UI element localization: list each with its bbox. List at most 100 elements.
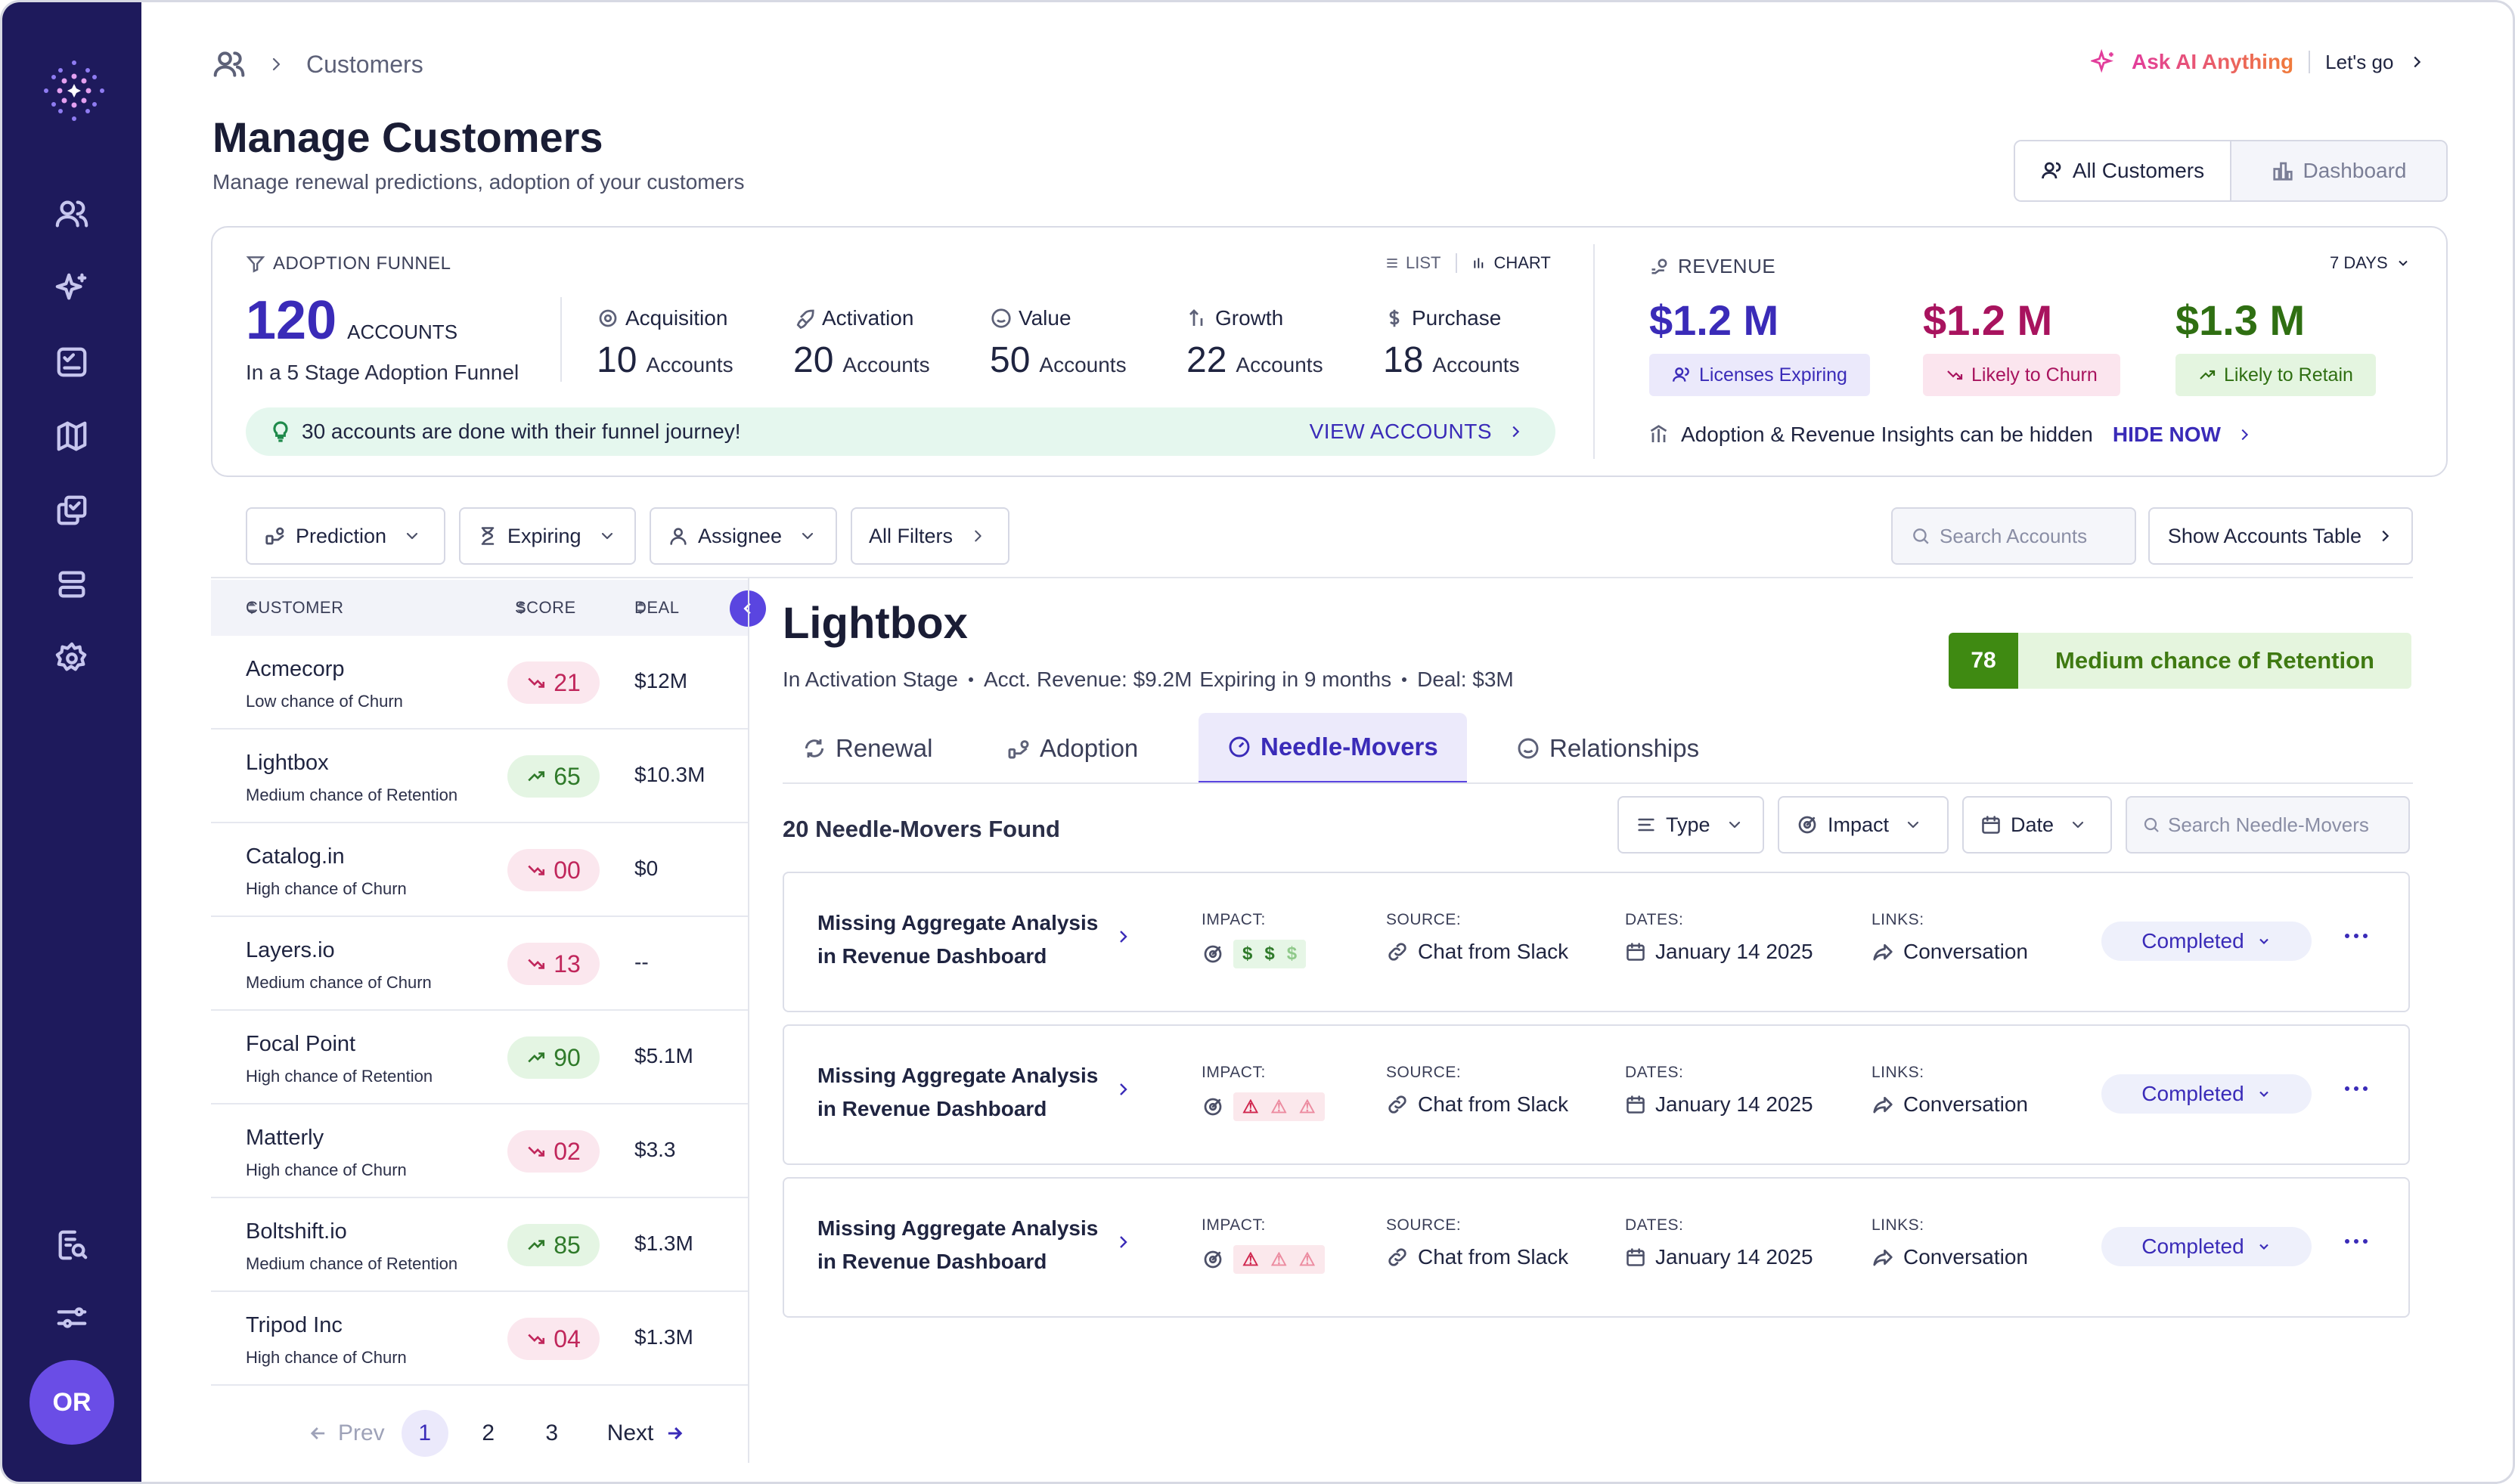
status-dropdown[interactable]: Completed: [2101, 1227, 2312, 1266]
period-select[interactable]: 7 DAYS: [2330, 253, 2411, 273]
score-column-header[interactable]: SCORE: [515, 598, 575, 617]
impact-label: IMPACT:: [1202, 911, 1266, 928]
tab-renewal[interactable]: Renewal: [802, 713, 932, 784]
chevron-right-icon: [1512, 426, 1520, 438]
link-value[interactable]: Conversation: [1872, 940, 2028, 964]
customer-row[interactable]: Tripod Inc High chance of Churn 04 $1.3M: [211, 1292, 748, 1386]
page-2-button[interactable]: 2: [482, 1420, 495, 1445]
expiring-filter[interactable]: Expiring: [459, 507, 636, 565]
more-options-icon[interactable]: [2345, 1239, 2368, 1244]
refresh-icon: [805, 739, 824, 757]
prediction-filter[interactable]: Prediction: [246, 507, 445, 565]
impact-label: IMPACT:: [1202, 1216, 1266, 1234]
impact-filter[interactable]: Impact: [1778, 796, 1949, 854]
more-options-icon[interactable]: [2345, 934, 2368, 938]
ask-ai-label[interactable]: Ask AI Anything: [2132, 50, 2294, 73]
chart-label: CHART: [1493, 253, 1551, 272]
needle-mover-card[interactable]: Missing Aggregate Analysis in Revenue Da…: [783, 872, 2410, 1012]
customer-row[interactable]: Lightbox Medium chance of Retention 65 $…: [211, 730, 748, 823]
card-title[interactable]: Missing Aggregate Analysis in Revenue Da…: [817, 1064, 1099, 1120]
settings-icon[interactable]: [52, 639, 91, 678]
chevron-right-icon[interactable]: [1114, 1233, 1132, 1251]
dashboard-button[interactable]: Dashboard: [2231, 141, 2446, 200]
type-filter[interactable]: Type: [1617, 796, 1764, 854]
status-dropdown[interactable]: Completed: [2101, 1074, 2312, 1114]
card-title[interactable]: Missing Aggregate Analysis in Revenue Da…: [817, 1216, 1099, 1273]
hide-now-link[interactable]: HIDE NOW: [2113, 423, 2253, 447]
trend-up-icon: [528, 1240, 545, 1250]
tabs-divider: [783, 782, 2413, 784]
customer-row[interactable]: Layers.io Medium chance of Churn 13 --: [211, 917, 748, 1011]
app-logo[interactable]: [40, 57, 108, 125]
impact-value: $ $ $: [1202, 940, 1307, 968]
customers-icon[interactable]: [52, 194, 91, 234]
revenue-churn[interactable]: $1.2 M Likely to Churn: [1923, 296, 2120, 396]
reports-icon[interactable]: [52, 342, 91, 382]
stage-acquisition[interactable]: Acquisition 10 Accounts: [597, 306, 733, 381]
customers-icon[interactable]: [212, 48, 246, 81]
map-icon[interactable]: [52, 417, 91, 456]
customer-row[interactable]: Focal Point High chance of Retention 90 …: [211, 1011, 748, 1104]
deal-column-header[interactable]: DEAL: [634, 598, 679, 617]
tasks-icon[interactable]: [52, 491, 91, 530]
page-1-button[interactable]: 1: [401, 1410, 448, 1457]
lets-go-link[interactable]: Let's go: [2325, 50, 2394, 73]
customer-row[interactable]: Acmecorp Low chance of Churn 21 $12M: [211, 636, 748, 730]
customer-status: Medium chance of Churn: [246, 973, 432, 992]
chevron-down-icon: [2398, 260, 2408, 266]
card-title[interactable]: Missing Aggregate Analysis in Revenue Da…: [817, 911, 1099, 968]
chevron-right-icon[interactable]: [1114, 1080, 1132, 1098]
date-filter[interactable]: Date: [1962, 796, 2112, 854]
chevron-right-icon[interactable]: [1114, 928, 1132, 946]
next-page-button[interactable]: Next: [607, 1420, 686, 1446]
all-filters-button[interactable]: All Filters: [851, 507, 1009, 565]
impact-risk-rating: ⚠ ⚠ ⚠: [1233, 1245, 1325, 1274]
customer-row[interactable]: Boltshift.io Medium chance of Retention …: [211, 1198, 748, 1292]
ask-ai[interactable]: Ask AI Anything Let's go: [2091, 49, 2425, 75]
search-doc-icon[interactable]: [52, 1225, 91, 1265]
stage-purchase[interactable]: Purchase 18 Accounts: [1383, 306, 1520, 381]
search-accounts-input[interactable]: Search Accounts: [1891, 507, 2136, 565]
more-options-icon[interactable]: [2345, 1086, 2368, 1091]
stage-growth[interactable]: Growth 22 Accounts: [1186, 306, 1323, 381]
trend-down-icon: [528, 959, 545, 969]
show-accounts-table-button[interactable]: Show Accounts Table: [2148, 507, 2413, 565]
chevron-right-icon: [975, 530, 982, 542]
revenue-retain[interactable]: $1.3 M Likely to Retain: [2175, 296, 2376, 396]
ai-sparkle-icon[interactable]: [52, 268, 91, 308]
tab-needle-movers[interactable]: Needle-Movers: [1199, 713, 1467, 784]
prev-page-button[interactable]: Prev: [308, 1420, 385, 1446]
chart-toggle[interactable]: CHART: [1472, 253, 1551, 273]
revenue-amount: $1.2 M: [1923, 296, 2053, 344]
stage-value[interactable]: Value 50 Accounts: [990, 306, 1127, 381]
all-customers-button[interactable]: All Customers: [2015, 141, 2231, 200]
customer-row[interactable]: Catalog.in High chance of Churn 00 $0: [211, 823, 748, 917]
stack-icon[interactable]: [52, 565, 91, 604]
customer-column-header[interactable]: CUSTOMER: [246, 598, 343, 617]
link-value[interactable]: Conversation: [1872, 1092, 2028, 1117]
view-accounts-link[interactable]: VIEW ACCOUNTS: [1310, 420, 1533, 444]
show-table-label: Show Accounts Table: [2167, 524, 2362, 547]
link-value[interactable]: Conversation: [1872, 1245, 2028, 1269]
tab-relationships[interactable]: Relationships: [1516, 713, 1699, 784]
page-3-button[interactable]: 3: [545, 1420, 559, 1445]
customer-row[interactable]: Matterly High chance of Churn 02 $3.3: [211, 1104, 748, 1198]
revenue-expiring[interactable]: $1.2 M Licenses Expiring: [1649, 296, 1870, 396]
period-value: 7 DAYS: [2330, 253, 2388, 272]
tab-adoption[interactable]: Adoption: [1006, 713, 1138, 784]
needle-mover-card[interactable]: Missing Aggregate Analysis in Revenue Da…: [783, 1024, 2410, 1165]
filters-icon[interactable]: [52, 1298, 91, 1337]
share-icon: [1873, 943, 1893, 961]
status-dropdown[interactable]: Completed: [2101, 922, 2312, 961]
target-icon: [1204, 1250, 1222, 1269]
stage-activation[interactable]: Activation 20 Accounts: [793, 306, 930, 381]
list-toggle[interactable]: LIST: [1385, 253, 1440, 273]
deal-value: $0: [634, 857, 659, 880]
search-needle-movers-input[interactable]: Search Needle-Movers: [2126, 796, 2410, 854]
tab-label: Adoption: [1040, 734, 1139, 762]
needle-mover-card[interactable]: Missing Aggregate Analysis in Revenue Da…: [783, 1177, 2410, 1318]
separator-dot: [1402, 677, 1407, 682]
user-avatar[interactable]: OR: [29, 1360, 114, 1445]
assignee-filter[interactable]: Assignee: [650, 507, 837, 565]
sort-icon: [637, 601, 644, 615]
